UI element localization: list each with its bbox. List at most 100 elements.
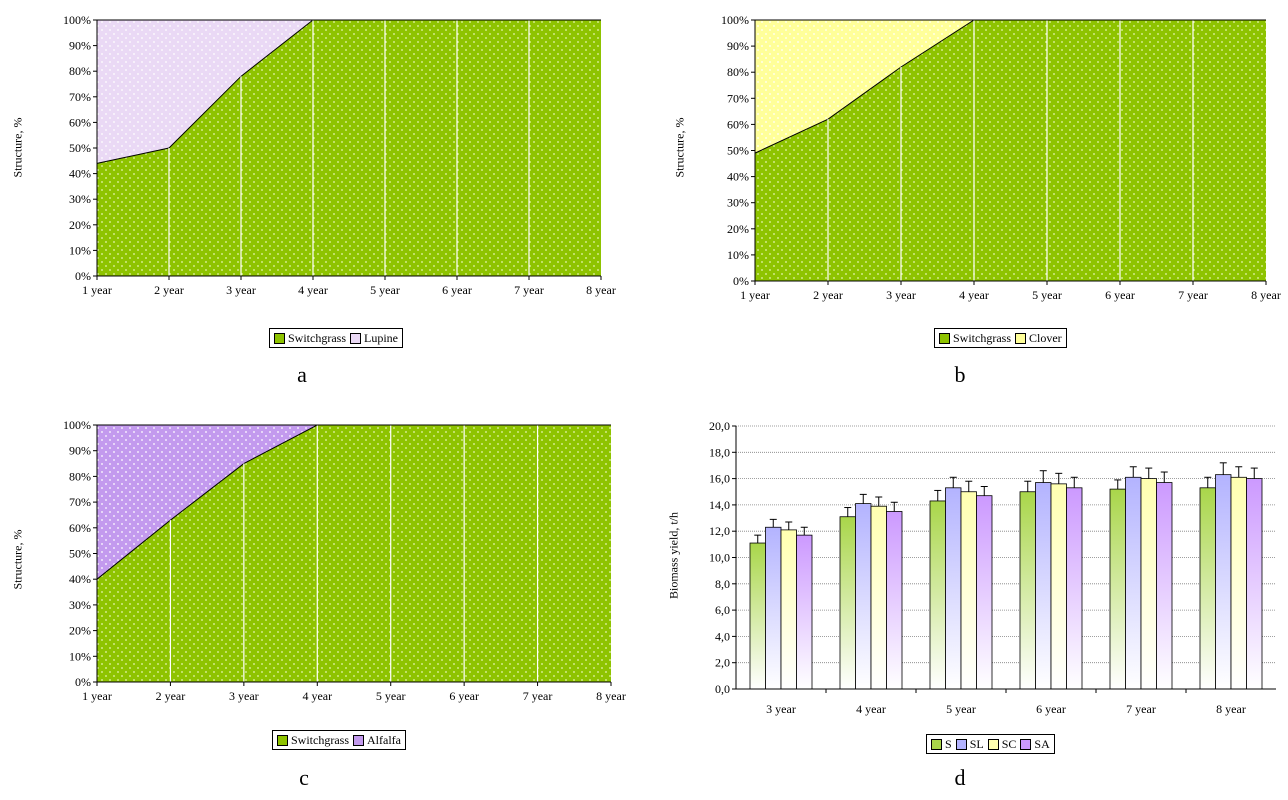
- x-tick-label: 3 year: [766, 702, 796, 716]
- bar-s: [1019, 491, 1036, 690]
- y-tick-label: 10%: [69, 243, 91, 257]
- x-tick-label: 2 year: [813, 288, 843, 302]
- bar-sl: [1035, 482, 1052, 690]
- chart-panel-c: Structure, % 0% 10% 20% 30% 40% 50% 60% 70% 80% 9…: [0, 410, 640, 800]
- bar-sc: [780, 529, 797, 690]
- y-tick-label: 30%: [69, 598, 91, 612]
- x-tick-label: 6 year: [449, 689, 479, 703]
- x-tick-label: 2 year: [154, 283, 184, 297]
- area-chart-c: 0% 10% 20% 30% 40% 50% 60% 70% 80% 90% 100% 1 year 2…: [63, 418, 626, 703]
- y-tick-label: 0%: [75, 269, 91, 283]
- x-tick-label: 4 year: [302, 689, 332, 703]
- x-tick-label: 7 year: [1178, 288, 1208, 302]
- legend: S SL SC SA: [926, 734, 1055, 754]
- x-tick-label: 1 year: [82, 283, 112, 297]
- x-tick-label: 5 year: [946, 702, 976, 716]
- y-tick-label: 0%: [75, 675, 91, 689]
- legend-item-switchgrass: Switchgrass: [939, 331, 1011, 346]
- legend-swatch: [274, 332, 285, 344]
- x-tick-label: 8 year: [586, 283, 616, 297]
- y-tick-label: 12,0: [709, 524, 730, 538]
- bar-sl: [765, 526, 782, 690]
- x-tick-label: 3 year: [226, 283, 256, 297]
- y-tick-label: 80%: [69, 469, 91, 483]
- legend-item-switchgrass: Switchgrass: [277, 733, 349, 748]
- legend-item-s: S: [931, 737, 952, 752]
- legend-item-lupine: Lupine: [350, 331, 398, 346]
- bar-sa: [796, 534, 813, 690]
- panel-label-d: d: [954, 765, 966, 790]
- legend-swatch: [353, 734, 364, 746]
- legend-swatch: [955, 738, 967, 750]
- y-tick-label: 20,0: [709, 419, 730, 433]
- y-tick-label: 50%: [69, 547, 91, 561]
- bar-sl: [945, 487, 962, 690]
- panel-label-b: b: [954, 362, 966, 387]
- legend-label: S: [945, 736, 952, 751]
- y-tick-label: 40%: [69, 572, 91, 586]
- x-tick-label: 7 year: [1126, 702, 1156, 716]
- legend: Switchgrass Lupine: [269, 328, 403, 348]
- legend-item-sa: SA: [1020, 736, 1050, 752]
- legend-swatch: [277, 734, 288, 746]
- y-tick-label: 10,0: [709, 551, 730, 565]
- legend-label: Switchgrass: [953, 330, 1011, 345]
- legend-swatch: [939, 332, 950, 344]
- y-tick-label: 8,0: [715, 577, 730, 591]
- y-tick-label: 6,0: [715, 603, 730, 617]
- bar-s: [1199, 487, 1216, 690]
- x-tick-label: 5 year: [370, 283, 400, 297]
- y-tick-label: 80%: [69, 64, 91, 78]
- y-tick-label: 4,0: [715, 629, 730, 643]
- y-tick-label: 70%: [727, 91, 749, 105]
- x-tick-label: 2 year: [156, 689, 186, 703]
- y-tick-label: 60%: [69, 115, 91, 129]
- legend: Switchgrass Clover: [934, 328, 1067, 348]
- legend-label: SL: [969, 736, 984, 751]
- y-tick-label: 80%: [727, 65, 749, 79]
- bar-sa: [1246, 478, 1263, 690]
- y-tick-label: 10%: [727, 248, 749, 262]
- y-tick-label: 90%: [727, 39, 749, 53]
- x-tick-label: 7 year: [514, 283, 544, 297]
- x-tick-label: 4 year: [959, 288, 989, 302]
- y-tick-label: 20%: [727, 222, 749, 236]
- bar-sc: [1140, 478, 1157, 690]
- x-tick-label: 6 year: [1036, 702, 1066, 716]
- bar-sc: [1230, 476, 1247, 690]
- area-chart-a: 0% 10% 20% 30% 40% 50% 60% 70% 80% 90% 100% 1 year 2…: [63, 13, 616, 297]
- bar-s: [1109, 488, 1126, 690]
- y-tick-label: 50%: [727, 144, 749, 158]
- y-tick-label: 30%: [727, 196, 749, 210]
- area-chart-b: 0% 10% 20% 30% 40% 50% 60% 70% 80% 90% 100% 1 year 2…: [721, 13, 1281, 302]
- y-tick-label: 40%: [69, 167, 91, 181]
- y-tick-label: 70%: [69, 90, 91, 104]
- legend-label: Alfalfa: [367, 732, 401, 747]
- y-tick-label: 2,0: [715, 656, 730, 670]
- y-tick-label: 16,0: [709, 472, 730, 486]
- y-tick-label: 90%: [69, 39, 91, 53]
- legend-item-alfalfa: Alfalfa: [353, 733, 401, 748]
- y-tick-label: 90%: [69, 444, 91, 458]
- bar-sa: [886, 511, 903, 690]
- legend: Switchgrass Alfalfa: [272, 730, 406, 750]
- bar-s: [929, 500, 946, 690]
- y-tick-label: 18,0: [709, 445, 730, 459]
- series-area-switchgrass: [755, 20, 1266, 281]
- series-area-switchgrass: [97, 425, 611, 682]
- bar-sa: [1156, 482, 1173, 690]
- bar-sc: [870, 505, 887, 690]
- legend-swatch: [931, 738, 942, 750]
- x-tick-label: 8 year: [596, 689, 626, 703]
- legend-item-switchgrass: Switchgrass: [274, 331, 346, 346]
- series-area-switchgrass: [97, 20, 601, 276]
- y-tick-label: 20%: [69, 624, 91, 638]
- bar-sl: [855, 503, 872, 690]
- legend-label: Switchgrass: [288, 330, 346, 345]
- x-tick-label: 4 year: [298, 283, 328, 297]
- x-tick-label: 1 year: [82, 689, 112, 703]
- y-tick-label: 100%: [63, 418, 91, 432]
- y-tick-label: 70%: [69, 495, 91, 509]
- y-tick-label: 100%: [721, 13, 749, 27]
- legend-label: SA: [1034, 736, 1050, 751]
